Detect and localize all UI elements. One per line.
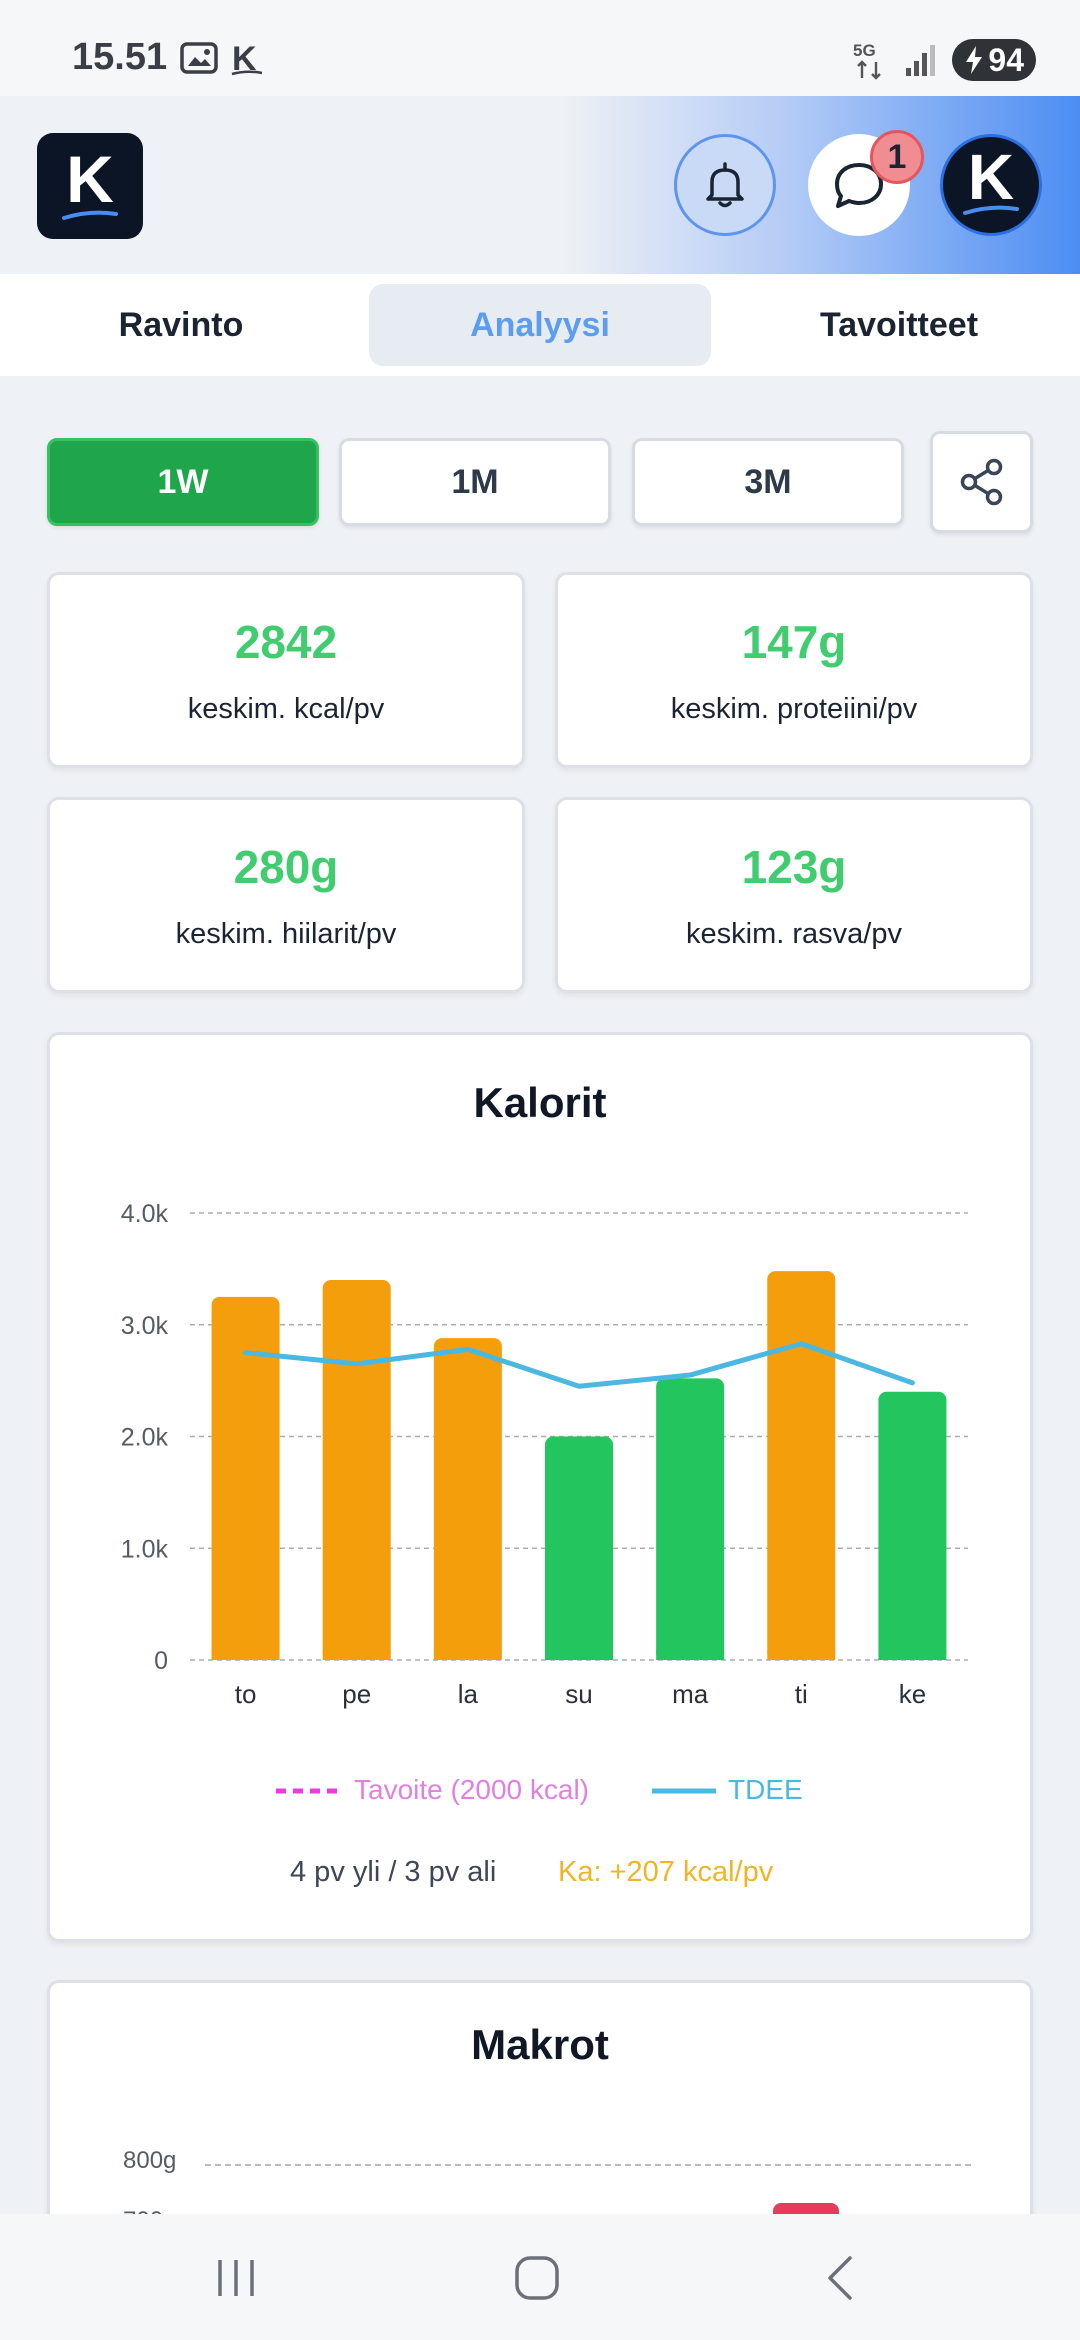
calories-chart: 0 1.0k 2.0k 3.0k 4.0k to pe la su ma ti ke [121,1200,968,1709]
bar-base [767,1650,836,1660]
stat-label: keskim. kcal/pv [187,693,385,725]
notifications-button[interactable] [674,134,776,236]
x-tick-label: ke [899,1679,926,1709]
avatar-k-icon: K [963,143,1019,215]
y-tick-label: 800g [123,2147,177,2174]
profile-avatar[interactable]: K [940,134,1042,236]
y-tick-label: 1.0k [121,1535,169,1563]
bar-base [545,1650,613,1660]
bar-base [211,1650,280,1660]
bar-base [322,1650,391,1660]
charging-icon [966,46,983,74]
battery-indicator: 94 [952,39,1036,81]
app-header: K 1 K [0,96,1080,274]
x-tick-label: ti [795,1679,808,1709]
stat-value: 147g [741,616,847,668]
logo-k-icon: K [62,144,118,220]
chart-summary: 4 pv yli / 3 pv ali Ka: +207 kcal/pv [0,1854,1080,1894]
y-tick-label: 3.0k [121,1312,169,1340]
stat-value: 2842 [234,616,338,668]
x-tick-label: to [235,1679,257,1709]
bar [211,1296,280,1660]
bar [322,1280,391,1660]
stat-label: keskim. hiilarit/pv [175,918,397,950]
bar [545,1436,613,1660]
stat-card-protein: 147g keskim. proteiini/pv [555,572,1033,768]
tab-analyysi[interactable]: Analyysi [369,284,711,366]
period-1m-button[interactable]: 1M [339,438,611,526]
period-1w-button[interactable]: 1W [47,438,319,526]
share-button[interactable] [930,431,1033,533]
legend-target-label: Tavoite (2000 kcal) [354,1774,590,1805]
svg-text:5G: 5G [853,41,876,60]
tab-ravinto[interactable]: Ravinto [118,305,244,344]
home-icon[interactable] [513,2254,561,2302]
bar-base [656,1650,725,1660]
bar [878,1391,947,1660]
svg-text:K: K [232,40,257,76]
screenshot-icon [180,42,218,74]
status-time: 15.51 [72,36,168,78]
recent-apps-icon[interactable] [214,2256,258,2300]
stat-card-fat: 123g keskim. rasva/pv [555,797,1033,993]
y-tick-label: 0 [154,1647,168,1675]
bar-base [878,1650,947,1660]
back-icon[interactable] [820,2254,860,2302]
stat-label: keskim. proteiini/pv [670,693,918,725]
svg-text:K: K [66,144,114,216]
period-3m-button[interactable]: 3M [632,438,904,526]
battery-level: 94 [988,41,1024,78]
bar [767,1271,836,1660]
x-tick-label: su [565,1679,592,1709]
stat-card-carbs: 280g keskim. hiilarit/pv [47,797,525,993]
legend-target-swatch [276,1788,342,1794]
app-logo[interactable]: K [37,133,143,239]
network-5g-icon: 5G [853,41,882,80]
stat-card-kcal: 2842 keskim. kcal/pv [47,572,525,768]
stat-value: 280g [233,841,339,893]
tab-tavoitteet[interactable]: Tavoitteet [819,305,979,344]
stat-label: keskim. rasva/pv [686,918,902,950]
x-tick-label: ma [672,1679,709,1709]
calories-chart-card: Kalorit [47,1032,1033,1942]
share-icon [960,458,1002,506]
main-tabs: Ravinto Analyysi Tavoitteet [0,274,1080,376]
chat-bubble-icon [835,163,883,208]
system-nav-bar [0,2214,1080,2340]
y-tick-label: 4.0k [121,1200,169,1228]
x-tick-label: la [458,1679,479,1709]
status-bar: 15.51 K 5G 94 [0,0,1080,96]
y-tick-label: 2.0k [121,1424,169,1452]
chart-title: Kalorit [473,1079,607,1126]
grid-line [205,2164,971,2166]
x-tick-label: pe [342,1679,371,1709]
signal-icon [906,45,936,76]
legend-tdee-label: TDEE [728,1774,803,1805]
summary-average: Ka: +207 kcal/pv [558,1856,774,1888]
stat-value: 123g [741,841,847,893]
bar [656,1378,725,1660]
bar [433,1338,502,1660]
chart-legend: Tavoite (2000 kcal) TDEE [0,1772,1080,1812]
chart-title: Makrot [471,2021,609,2068]
bar-base [433,1650,502,1660]
notification-badge: 1 [870,130,924,184]
svg-text:K: K [968,143,1014,213]
app-k-icon: K [231,40,263,76]
bell-icon [706,162,744,208]
tdee-line [243,1341,915,1389]
legend-tdee-swatch [652,1788,716,1794]
summary-days: 4 pv yli / 3 pv ali [290,1856,497,1888]
